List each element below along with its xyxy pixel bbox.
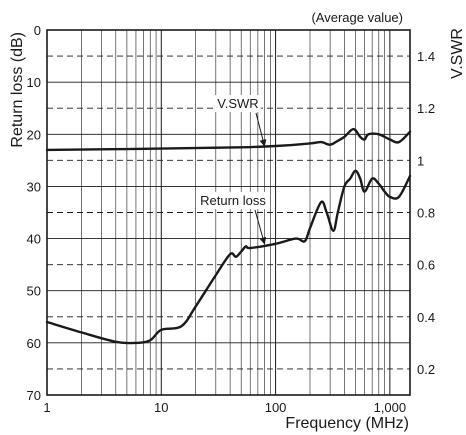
- x-tick-label: 100: [265, 400, 287, 415]
- annotation-bg: [215, 95, 261, 112]
- y-right-tick-label: 0.2: [417, 362, 435, 377]
- y-axis-left-title: Return loss (dB): [9, 32, 26, 148]
- annotation-leader: [255, 112, 267, 147]
- series-line-return-loss: [45, 169, 412, 345]
- y-right-tick-label: 1: [417, 153, 424, 168]
- y-left-tick-label: 40: [27, 232, 41, 247]
- annotation-bg: [198, 192, 268, 209]
- y-axis-right-title: V.SWR: [449, 28, 466, 79]
- y-left-tick-label: 30: [27, 179, 41, 194]
- tick-labels: 1 10 100 1,000 0 10 20 30 40 50 60 70 0.2 0.4 0.6 0.8 1 1…: [27, 23, 436, 415]
- y-left-tick-label: 50: [27, 284, 41, 299]
- y-right-tick-label: 1.2: [417, 101, 435, 116]
- annotation-return-loss: Return loss: [200, 193, 266, 208]
- y-right-tick-label: 0.8: [417, 206, 435, 221]
- annotation-v-swr: V.SWR: [217, 96, 258, 111]
- x-tick-label: 1,000: [374, 400, 407, 415]
- y-right-tick-label: 1.4: [417, 49, 435, 64]
- y-left-tick-label: 70: [27, 388, 41, 403]
- y-right-tick-label: 0.4: [417, 310, 435, 325]
- y-right-tick-label: 0.6: [417, 258, 435, 273]
- x-tick-label: 1: [43, 400, 50, 415]
- plot-frame: [46, 29, 411, 396]
- series-lines: [45, 127, 412, 345]
- series-line-v-swr: [45, 127, 412, 152]
- annotation-leader: [254, 209, 267, 245]
- annotations: V.SWR Return loss: [198, 95, 268, 245]
- x-axis-title: Frequency (MHz): [285, 415, 409, 432]
- y-left-tick-label: 10: [27, 75, 41, 90]
- x-tick-label: 10: [154, 400, 168, 415]
- grid: [47, 30, 410, 395]
- chart-note: (Average value): [311, 10, 403, 25]
- y-left-tick-label: 0: [34, 23, 41, 38]
- y-left-tick-label: 20: [27, 127, 41, 142]
- y-left-tick-label: 60: [27, 336, 41, 351]
